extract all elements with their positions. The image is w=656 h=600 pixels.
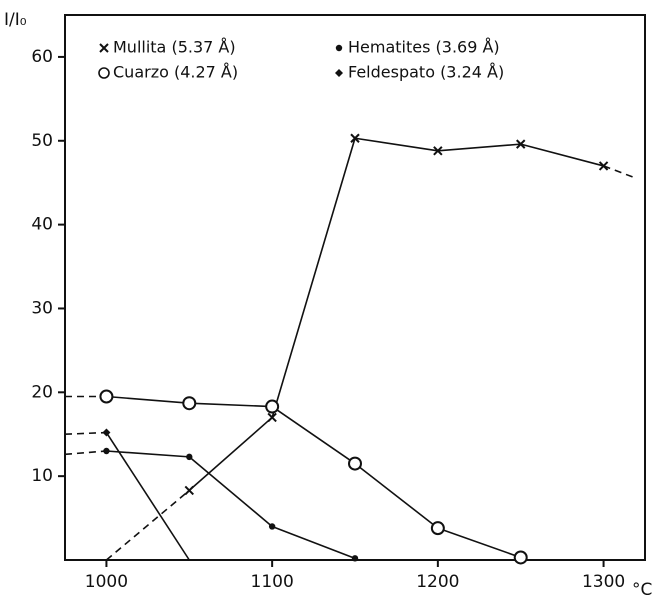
line-segment xyxy=(520,143,604,167)
x-tick-label: 1100 xyxy=(251,572,294,592)
dashed-segment xyxy=(105,489,190,561)
marker-circle xyxy=(182,396,197,411)
line-segment xyxy=(354,137,438,152)
x-tick-label: 1300 xyxy=(582,572,625,592)
legend-marker xyxy=(335,69,343,77)
legend-label: Hematites (3.69 Å) xyxy=(348,38,500,57)
marker-circle xyxy=(430,521,445,536)
x-axis-label: °C xyxy=(632,580,652,600)
line-segment xyxy=(271,525,356,560)
y-axis-label: I/I₀ xyxy=(4,10,27,30)
line-segment xyxy=(189,402,273,408)
marker-x xyxy=(267,412,277,423)
y-tick-label: 50 xyxy=(31,131,53,151)
marker-circle xyxy=(265,399,280,414)
y-tick-label: 40 xyxy=(31,215,53,235)
x-tick-label: 1000 xyxy=(85,572,128,592)
legend-marker xyxy=(98,67,110,79)
marker-x xyxy=(598,161,609,171)
line-segment xyxy=(105,432,190,561)
dashed-segment xyxy=(64,431,107,436)
plot-frame xyxy=(64,14,646,561)
marker-circle xyxy=(99,389,114,404)
marker-circle xyxy=(513,550,528,565)
x-tick-label: 1200 xyxy=(416,572,459,592)
line-segment xyxy=(188,456,273,528)
legend-marker xyxy=(99,43,109,53)
marker-dot xyxy=(351,555,359,562)
y-tick-label: 10 xyxy=(31,466,53,486)
line-segment xyxy=(106,450,190,458)
line-segment xyxy=(271,138,356,418)
marker-circle xyxy=(348,456,362,471)
marker-diamond xyxy=(102,428,111,437)
marker-x xyxy=(433,146,443,156)
legend-marker xyxy=(335,44,343,52)
line-segment xyxy=(437,527,521,559)
marker-x xyxy=(516,139,526,149)
line-segment xyxy=(437,143,521,152)
marker-dot xyxy=(103,447,110,455)
y-tick-label: 60 xyxy=(31,47,53,67)
dashed-segment xyxy=(64,450,107,456)
line-segment xyxy=(354,462,439,529)
legend-label: Cuarzo (4.27 Å) xyxy=(113,63,238,82)
legend-label: Mullita (5.37 Å) xyxy=(113,38,236,57)
line-segment xyxy=(106,395,190,405)
y-tick-label: 30 xyxy=(31,298,53,318)
line-segment xyxy=(271,405,356,465)
dashed-segment xyxy=(603,165,637,180)
marker-x xyxy=(184,485,194,496)
legend-label: Feldespato (3.24 Å) xyxy=(348,63,504,82)
marker-dot xyxy=(268,523,276,530)
marker-x xyxy=(350,133,360,143)
line-segment xyxy=(188,416,273,492)
y-tick-label: 20 xyxy=(31,382,53,402)
marker-dot xyxy=(186,453,193,461)
